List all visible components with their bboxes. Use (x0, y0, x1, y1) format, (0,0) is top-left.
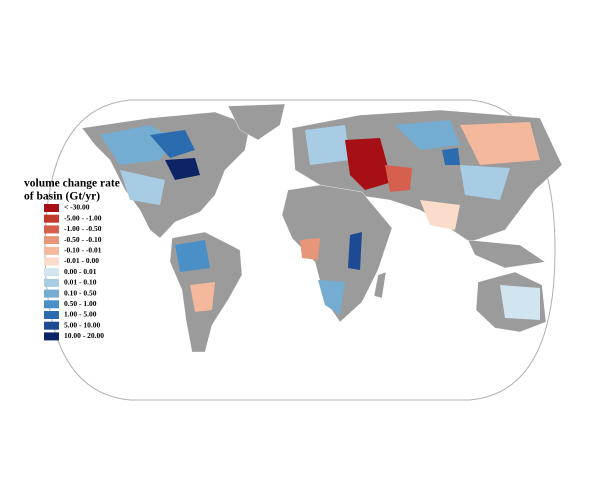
legend-label: 10.00 - 20.00 (64, 331, 104, 340)
basin (395, 120, 460, 150)
basin (120, 170, 165, 205)
legend-swatch (44, 321, 59, 330)
africa (281, 184, 393, 323)
legend-label: < -30.00 (64, 203, 90, 212)
legend-label: -5.00 - -1.00 (64, 213, 102, 222)
basin (305, 125, 350, 165)
basin (190, 282, 215, 312)
legend-swatch (44, 246, 59, 255)
legend-label: -0.01 - 0.00 (64, 256, 99, 265)
basin (420, 200, 460, 230)
legend-swatch (44, 300, 59, 309)
legend-swatch (44, 332, 59, 341)
legend-swatch (44, 257, 59, 266)
basin (165, 158, 200, 180)
legend-label: 0.01 - 0.10 (64, 278, 97, 287)
legend-label: 1.00 - 5.00 (64, 310, 97, 319)
basin (345, 138, 392, 190)
basin (150, 130, 195, 158)
basin (175, 240, 210, 272)
legend-swatch (44, 311, 59, 319)
basin (385, 165, 412, 192)
legend-label: 0.00 - 0.01 (64, 267, 97, 276)
southeast-asia (467, 239, 546, 269)
legend-swatch (44, 225, 59, 234)
basin (442, 148, 460, 165)
legend-label: -0.10 - -0.01 (64, 246, 102, 255)
legend-title: of basin (Gt/yr) (24, 191, 100, 203)
legend-swatch (44, 214, 59, 223)
greenland (227, 103, 286, 141)
legend-label: 5.00 - 10.00 (64, 320, 100, 329)
basin (318, 280, 345, 315)
madagascar (373, 271, 387, 299)
basin (348, 232, 362, 270)
basin (460, 122, 540, 165)
basins (100, 120, 540, 320)
legend-label: 0.50 - 1.00 (64, 299, 97, 308)
legend-label: 0.10 - 0.50 (64, 288, 97, 297)
legend-label: -0.50 - -0.10 (64, 235, 102, 244)
legend-swatch (44, 236, 59, 245)
legend-swatch (44, 268, 59, 277)
legend-swatch (44, 204, 59, 212)
legend-title: volume change rate (24, 178, 120, 190)
basin (460, 165, 510, 200)
legend-swatch (44, 289, 59, 298)
legend: volume change rate of basin (Gt/yr) < -3… (24, 178, 120, 341)
basin (500, 285, 540, 320)
legend-label: -1.00 - -0.50 (64, 224, 102, 233)
basin (300, 238, 320, 260)
legend-swatch (44, 278, 59, 287)
